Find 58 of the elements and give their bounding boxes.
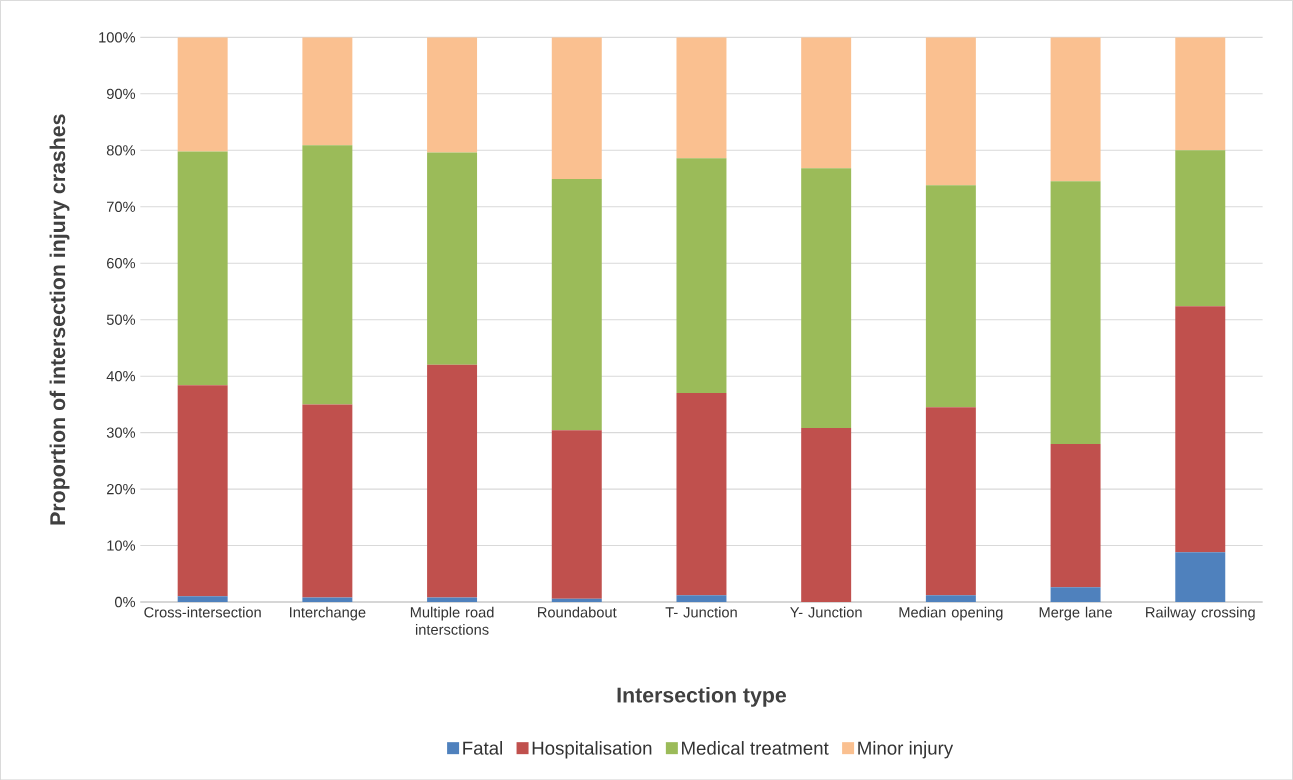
x-tick-label: Railway crossing	[1146, 606, 1255, 621]
bar	[925, 595, 976, 602]
bar	[302, 37, 353, 146]
bar	[1175, 37, 1226, 151]
bar	[801, 168, 852, 428]
legend-label: Fatal	[463, 740, 502, 755]
bar	[676, 595, 727, 602]
bar	[1175, 150, 1226, 306]
bar	[177, 151, 228, 386]
bar	[427, 152, 478, 365]
bar	[676, 392, 727, 596]
bar	[1050, 587, 1101, 602]
y-tick-label: 0%	[114, 596, 136, 608]
bar	[551, 430, 602, 599]
legend-label: Minor injury	[858, 740, 954, 759]
bar	[925, 185, 976, 408]
legend-label: Medical treatment	[682, 740, 829, 755]
y-tick-label: 60%	[107, 257, 136, 269]
y-axis-title: Proportion of intersection injury crashes	[49, 114, 70, 525]
bar	[676, 37, 727, 159]
bar	[177, 37, 228, 152]
bar	[427, 37, 478, 153]
y-tick-label: 10%	[107, 540, 136, 551]
bar	[177, 385, 228, 597]
x-tick-label: Interchange	[290, 606, 366, 621]
y-tick-label: 80%	[106, 144, 136, 156]
x-tick-label: Y- Junction	[790, 606, 862, 618]
x-tick-label: Multiple road intersctions	[410, 606, 494, 635]
bar	[177, 596, 228, 602]
y-tick-label: 50%	[106, 314, 136, 325]
bar	[1050, 37, 1101, 182]
bar	[427, 364, 478, 598]
legend-label: Hospitalisation	[532, 740, 652, 759]
bar	[302, 404, 353, 598]
y-tick-label: 90%	[106, 88, 136, 99]
bar	[302, 145, 353, 405]
y-tick-label: 100%	[99, 32, 136, 43]
y-tick-label: 30%	[106, 427, 136, 438]
bar	[1050, 443, 1101, 588]
x-tick-label: Merge lane	[1039, 606, 1112, 621]
x-tick-label: Cross-intersection	[144, 606, 261, 618]
bar	[1175, 552, 1226, 602]
bar	[1175, 305, 1226, 553]
x-tick-label: T- Junction	[665, 606, 737, 618]
bar	[801, 37, 852, 169]
x-tick-label: Roundabout	[538, 606, 617, 618]
bar	[925, 37, 976, 186]
y-tick-label: 70%	[107, 201, 136, 212]
x-axis-title: Intersection type	[617, 686, 787, 707]
y-tick-label: 40%	[106, 370, 136, 382]
bar	[801, 427, 852, 602]
y-tick-label: 20%	[107, 483, 136, 495]
x-tick-label: Median opening	[899, 606, 1003, 621]
bar	[925, 407, 976, 596]
bar	[551, 178, 602, 431]
bar	[676, 158, 727, 393]
bar	[551, 37, 602, 179]
bar	[1050, 181, 1101, 444]
